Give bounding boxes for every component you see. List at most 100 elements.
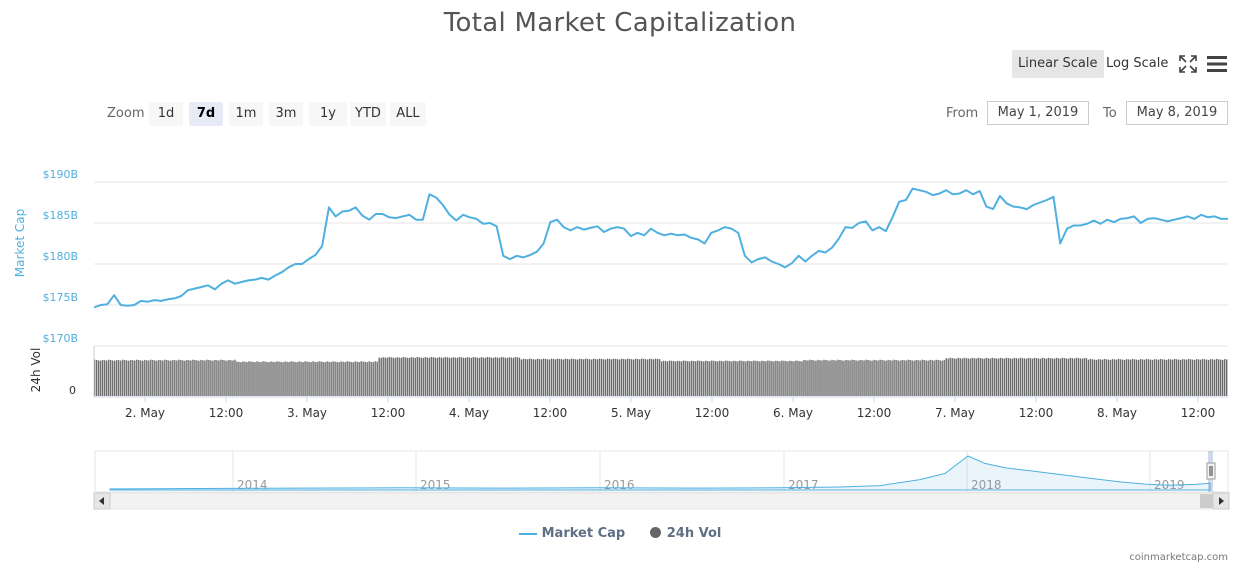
volume-bar [1155, 359, 1158, 396]
volume-bar [606, 358, 609, 396]
y-axis-label-market-cap: Market Cap [13, 209, 27, 277]
volume-bar [1033, 357, 1036, 396]
volume-bar [719, 360, 721, 396]
scrollbar-right-arrow[interactable] [1212, 492, 1230, 510]
volume-bar [440, 357, 443, 396]
volume-bar [1121, 359, 1124, 396]
volume-bar [989, 358, 991, 396]
volume-bar [578, 358, 581, 396]
navigator-scrollbar[interactable] [93, 492, 1230, 510]
volume-bar [861, 360, 863, 396]
zoom-button-ytd[interactable]: YTD [350, 102, 386, 126]
volume-bar [773, 361, 775, 396]
hamburger-menu-icon[interactable] [1206, 54, 1228, 74]
navigator-year-label: 2016 [604, 478, 635, 492]
zoom-button-all[interactable]: ALL [390, 102, 426, 126]
legend-dot-symbol [649, 527, 661, 538]
volume-bar [1065, 358, 1068, 396]
volume-bar [841, 360, 843, 396]
zoom-button-1y[interactable]: 1y [309, 102, 347, 126]
volume-bar [891, 360, 893, 396]
volume-bar [262, 361, 264, 396]
volume-bar [332, 361, 334, 396]
volume-bar [701, 361, 703, 396]
volume-bar [723, 361, 725, 396]
volume-bar [1153, 359, 1156, 396]
volume-bar [598, 358, 601, 396]
volume-bar [1045, 358, 1048, 396]
linear-scale-button[interactable]: Linear Scale [1012, 50, 1104, 78]
volume-bar [741, 360, 743, 396]
volume-bar [632, 359, 635, 396]
y-tick-label: $190B [42, 168, 78, 181]
x-tick-label: 5. May [611, 406, 651, 420]
volume-bar [897, 360, 899, 396]
volume-bar [318, 361, 320, 396]
from-date-input[interactable] [987, 101, 1089, 125]
volume-bar [502, 357, 505, 396]
zoom-button-1m[interactable]: 1m [229, 102, 263, 126]
volume-bar [767, 360, 769, 396]
volume-bar [1185, 359, 1188, 396]
volume-bar [228, 359, 230, 396]
volume-bar [935, 359, 937, 396]
volume-bar [274, 362, 276, 396]
volume-bar [999, 357, 1001, 396]
scrollbar-left-arrow[interactable] [93, 492, 111, 510]
volume-bar [1005, 357, 1008, 396]
volume-bar [787, 361, 789, 396]
volume-bar [266, 361, 268, 396]
volume-bar [739, 360, 741, 396]
x-tick-label: 12:00 [857, 406, 892, 420]
volume-bar [370, 361, 372, 396]
volume-bar [1091, 359, 1094, 396]
volume-bar [957, 357, 959, 396]
navigator-handle[interactable] [1206, 462, 1216, 480]
volume-bar [362, 361, 364, 396]
fullscreen-icon[interactable] [1178, 54, 1198, 74]
zoom-button-1d[interactable]: 1d [149, 102, 183, 126]
volume-bar [580, 359, 583, 396]
volume-bar [162, 360, 164, 396]
volume-bar [194, 360, 196, 396]
volume-bar [853, 360, 855, 396]
volume-bar [669, 360, 671, 396]
volume-bar [817, 359, 819, 396]
volume-bar [636, 359, 639, 396]
volume-bar [114, 360, 116, 396]
volume-bar [929, 359, 931, 396]
credits-link[interactable]: coinmarketcap.com [1129, 552, 1228, 563]
volume-bar [713, 360, 715, 396]
volume-bar [452, 357, 455, 396]
volume-bar [560, 359, 563, 396]
zoom-button-3m[interactable]: 3m [269, 102, 303, 126]
volume-bar [212, 360, 214, 396]
log-scale-button[interactable]: Log Scale [1106, 56, 1169, 71]
volume-bar [504, 357, 507, 396]
to-date-input[interactable] [1126, 101, 1228, 125]
volume-bar [1117, 358, 1120, 396]
volume-bar [384, 357, 386, 396]
volume-bar [843, 360, 845, 396]
series-line-market-cap [93, 187, 1228, 309]
volume-bar [202, 360, 204, 396]
legend-item-24h-vol[interactable]: 24h Vol [649, 526, 721, 541]
volume-bar [1049, 358, 1052, 396]
volume-bar [845, 359, 847, 396]
legend-item-market-cap[interactable]: Market Cap [518, 526, 625, 541]
volume-bar [1226, 359, 1228, 396]
volume-bar [200, 359, 202, 396]
volume-bar [939, 360, 941, 396]
volume-bar [222, 360, 224, 396]
volume-bar [825, 360, 827, 396]
volume-bar [1181, 359, 1184, 396]
volume-bar [925, 360, 927, 396]
zoom-button-7d[interactable]: 7d [189, 102, 223, 126]
volume-bar [414, 357, 416, 396]
volume-bar [695, 361, 697, 396]
volume-bar [616, 359, 619, 396]
volume-bar [689, 361, 691, 396]
volume-bar [164, 359, 166, 396]
to-label: To [1103, 106, 1117, 121]
volume-bar [987, 358, 989, 396]
